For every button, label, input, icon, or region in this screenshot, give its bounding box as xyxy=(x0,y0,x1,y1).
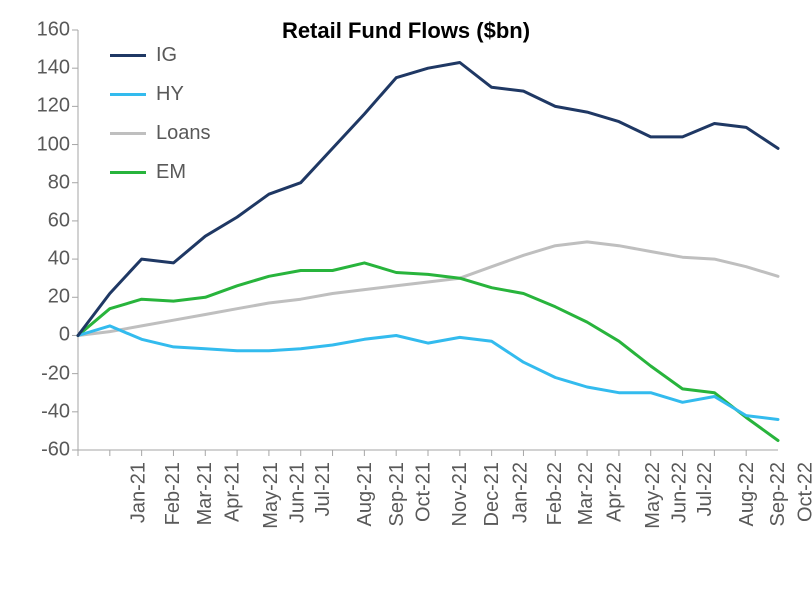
y-tick-label: 40 xyxy=(10,248,70,271)
x-tick-label: Dec-21 xyxy=(481,462,504,526)
x-tick-label: Mar-21 xyxy=(193,462,216,525)
x-tick-label: May-21 xyxy=(260,462,283,529)
y-tick-label: 0 xyxy=(10,324,70,347)
x-tick-label: Mar-22 xyxy=(575,462,598,525)
series-line-em xyxy=(78,263,778,441)
x-tick-label: Oct-22 xyxy=(795,462,812,522)
x-tick-label: Feb-21 xyxy=(162,462,185,525)
x-tick-label: Oct-21 xyxy=(413,462,436,522)
x-tick-label: Sep-21 xyxy=(386,462,409,527)
x-tick-label: Aug-21 xyxy=(354,462,377,527)
chart-container: Retail Fund Flows ($bn) -60-40-200204060… xyxy=(0,0,812,593)
y-tick-label: 100 xyxy=(10,133,70,156)
x-tick-label: Apr-22 xyxy=(604,462,627,522)
y-tick-label: 80 xyxy=(10,171,70,194)
x-tick-label: Feb-22 xyxy=(544,462,567,525)
y-tick-label: 160 xyxy=(10,19,70,42)
y-tick-label: 120 xyxy=(10,95,70,118)
x-tick-label: Jul-21 xyxy=(312,462,335,516)
x-tick-label: May-22 xyxy=(642,462,665,529)
x-tick-label: Jun-22 xyxy=(669,462,692,523)
y-tick-label: 20 xyxy=(10,286,70,309)
x-tick-label: Nov-21 xyxy=(449,462,472,526)
y-tick-label: -20 xyxy=(10,362,70,385)
x-tick-label: Jan-22 xyxy=(509,462,532,523)
x-tick-label: Sep-22 xyxy=(767,462,790,527)
y-tick-label: 140 xyxy=(10,57,70,80)
x-tick-label: Jul-22 xyxy=(694,462,717,516)
x-tick-label: Apr-21 xyxy=(222,462,245,522)
y-tick-label: 60 xyxy=(10,209,70,232)
series-line-hy xyxy=(78,326,778,420)
x-tick-label: Jan-21 xyxy=(128,462,151,523)
y-tick-label: -40 xyxy=(10,400,70,423)
x-tick-label: Aug-22 xyxy=(736,462,759,527)
y-tick-label: -60 xyxy=(10,439,70,462)
x-tick-label: Jun-21 xyxy=(287,462,310,523)
series-line-ig xyxy=(78,63,778,336)
